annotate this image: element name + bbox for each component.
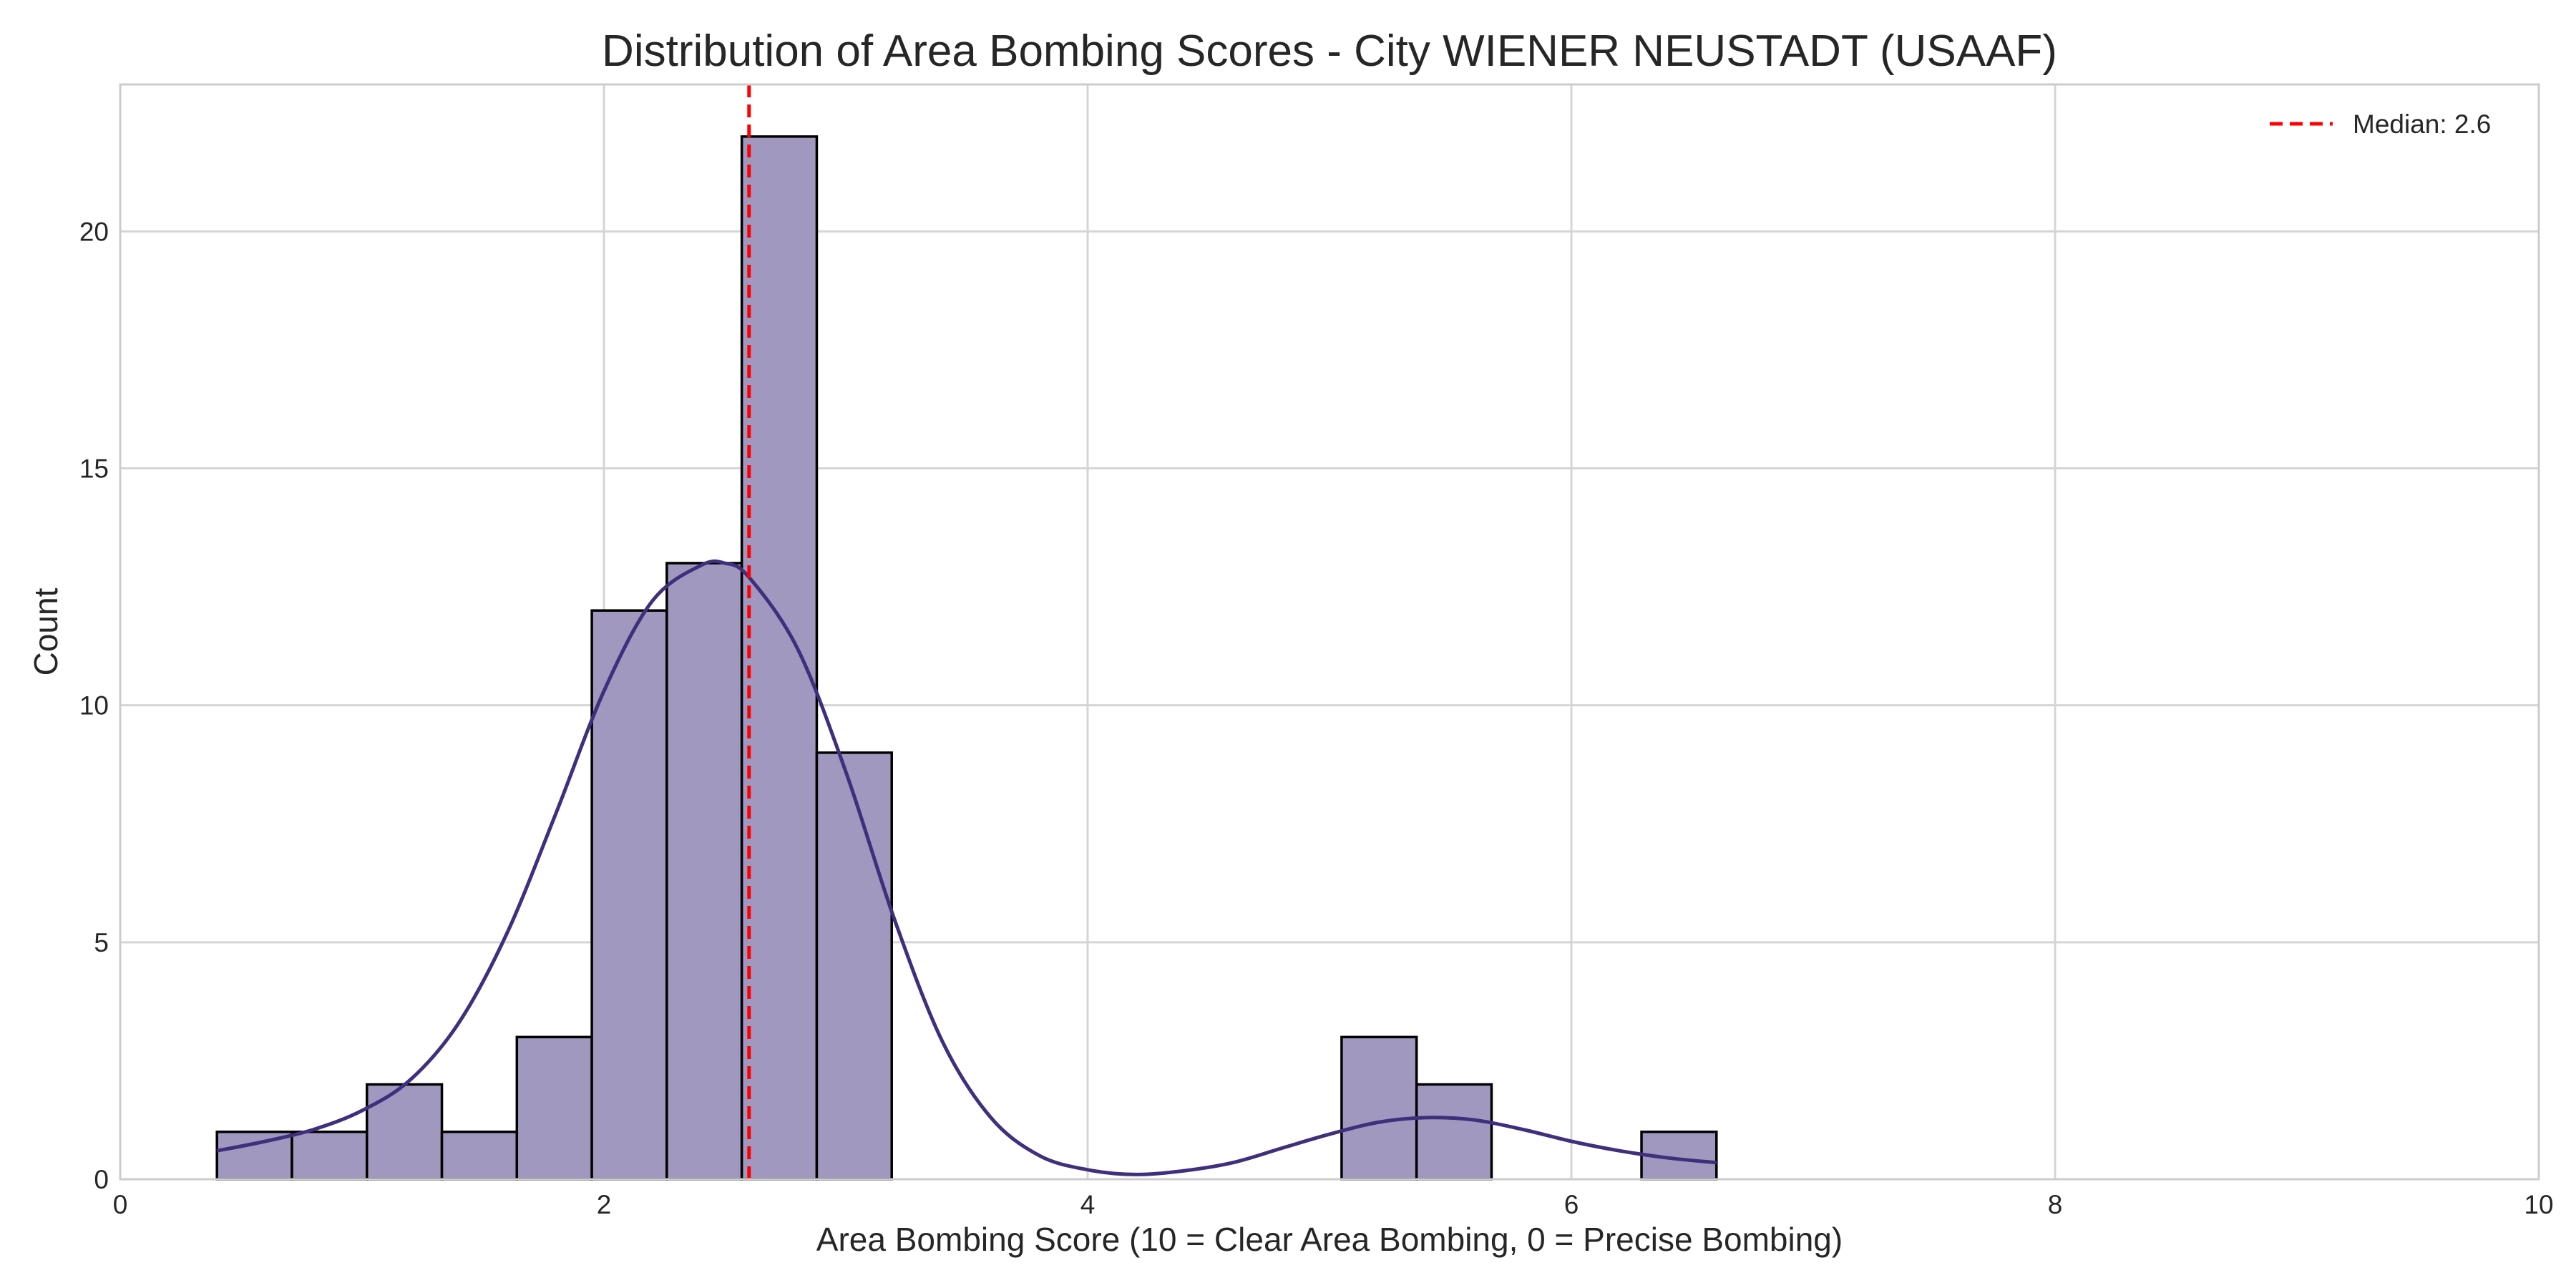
y-tick-label-15: 15 <box>79 454 109 483</box>
histogram-bar-4 <box>440 1131 519 1181</box>
histogram-bar-10 <box>1340 1035 1418 1181</box>
y-axis-label: Count <box>27 587 64 675</box>
x-tick-label-0: 0 <box>113 1190 128 1219</box>
x-tick-label-8: 8 <box>2048 1190 2063 1219</box>
kde-curve <box>216 559 1717 1176</box>
axis-ticks: 0 2 4 6 8 10 0 5 10 15 20 <box>79 217 2554 1219</box>
chart-title: Distribution of Area Bombing Scores - Ci… <box>602 26 2057 76</box>
y-tick-label-5: 5 <box>94 928 109 957</box>
y-tick-label-10: 10 <box>79 691 109 721</box>
histogram-bar-5 <box>515 1035 593 1181</box>
kde-curve-group <box>216 559 1717 1176</box>
histogram-bar-2 <box>291 1131 369 1181</box>
x-tick-label-6: 6 <box>1564 1190 1579 1219</box>
legend: Median: 2.6 <box>2270 109 2491 139</box>
histogram-bar-6 <box>590 609 668 1181</box>
histogram-bar-3 <box>366 1083 444 1181</box>
x-tick-label-10: 10 <box>2524 1190 2553 1219</box>
x-tick-label-2: 2 <box>597 1190 612 1219</box>
x-tick-label-4: 4 <box>1080 1190 1096 1219</box>
histogram-bar-9 <box>815 751 893 1181</box>
legend-median-label: Median: 2.6 <box>2353 109 2491 139</box>
histogram-bar-7 <box>665 562 743 1181</box>
histogram-bar-11 <box>1415 1083 1493 1181</box>
y-tick-label-0: 0 <box>94 1165 109 1194</box>
plot-frame <box>119 83 2540 1181</box>
y-tick-label-20: 20 <box>79 217 109 246</box>
histogram-bar-8 <box>740 135 819 1181</box>
x-axis-label: Area Bombing Score (10 = Clear Area Bomb… <box>816 1221 1843 1258</box>
